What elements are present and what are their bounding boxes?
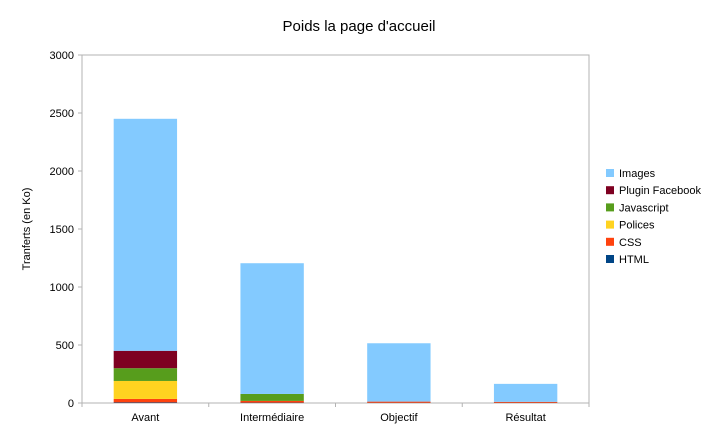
- bar-images: [493, 383, 558, 402]
- bar-polices: [113, 380, 178, 399]
- bar-html: [113, 402, 178, 403]
- legend-swatch: [606, 203, 614, 212]
- bar-images: [113, 118, 178, 351]
- y-tick-label: 1000: [50, 282, 74, 294]
- legend-swatch: [606, 255, 614, 263]
- y-tick-label: 0: [68, 398, 74, 410]
- legend-label: CSS: [619, 237, 642, 249]
- chart-title: Poids la page d'accueil: [283, 18, 436, 35]
- y-tick-label: 2000: [50, 166, 74, 178]
- bar-css: [113, 398, 178, 403]
- x-tick-label: Objectif: [380, 412, 418, 424]
- legend: Images Plugin Facebook Javascript Polices CS…: [606, 168, 701, 266]
- legend-label: Plugin Facebook: [619, 185, 701, 197]
- bar-css: [240, 400, 304, 403]
- legend-label: Images: [619, 168, 656, 180]
- bar-css: [367, 401, 431, 403]
- y-tick-label: 1500: [50, 224, 74, 236]
- x-tick-label: Intermédiaire: [240, 412, 304, 424]
- bar-css: [493, 401, 558, 403]
- bars: [113, 118, 558, 403]
- legend-swatch: [606, 186, 614, 195]
- legend-swatch: [606, 220, 614, 229]
- y-tick-label: 3000: [50, 50, 74, 62]
- bar-javascript: [113, 368, 178, 381]
- y-axis-label: Tranferts (en Ko): [21, 188, 33, 271]
- legend-swatch: [606, 237, 614, 246]
- bar-plugin-facebook: [113, 350, 178, 369]
- bar-images: [367, 343, 431, 402]
- legend-swatch: [606, 169, 614, 177]
- x-tick-label: Résultat: [505, 412, 545, 424]
- bar-javascript: [240, 393, 304, 401]
- y-tick-label: 500: [56, 340, 74, 352]
- y-axis: 0 500 1000 1500 2000 2500 3000: [50, 50, 82, 410]
- x-axis: Avant Intermédiaire Objectif Résultat: [81, 403, 590, 424]
- legend-label: HTML: [619, 254, 649, 266]
- legend-label: Javascript: [619, 202, 669, 214]
- bar-images: [240, 263, 304, 394]
- legend-label: Polices: [619, 220, 655, 232]
- y-tick-label: 2500: [50, 108, 74, 120]
- x-tick-label: Avant: [131, 412, 159, 424]
